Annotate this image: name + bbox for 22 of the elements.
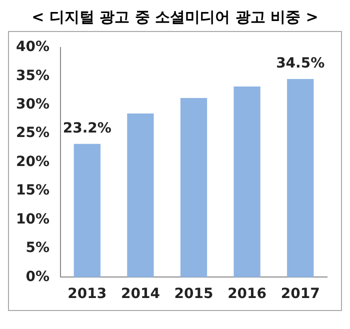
bar	[127, 113, 154, 278]
data-label: 34.5%	[276, 56, 325, 72]
bar	[180, 98, 208, 278]
x-tick-label: 2013	[68, 286, 107, 302]
y-tick-label: 0%	[26, 268, 50, 285]
y-tick-label: 10%	[16, 211, 50, 228]
x-tick-label: 2016	[228, 286, 267, 302]
y-tick-label: 15%	[16, 182, 50, 199]
x-tick-label: 2017	[280, 286, 320, 302]
y-tick-label: 5%	[26, 240, 50, 256]
y-tick-label: 35%	[16, 68, 50, 84]
x-tick-label: 2014	[120, 286, 160, 302]
bar	[287, 79, 314, 278]
y-tick-label: 20%	[16, 154, 50, 170]
y-tick-label: 40%	[16, 39, 50, 56]
bar	[234, 86, 260, 278]
y-tick-label: 25%	[16, 125, 50, 142]
data-label: 23.2%	[62, 120, 112, 137]
x-tick-label: 2015	[174, 286, 214, 302]
y-tick-label: 30%	[16, 96, 50, 112]
chart-title: < 디지털 광고 중 소셜미디어 광고 비중 >	[30, 8, 320, 27]
bar	[74, 144, 100, 278]
